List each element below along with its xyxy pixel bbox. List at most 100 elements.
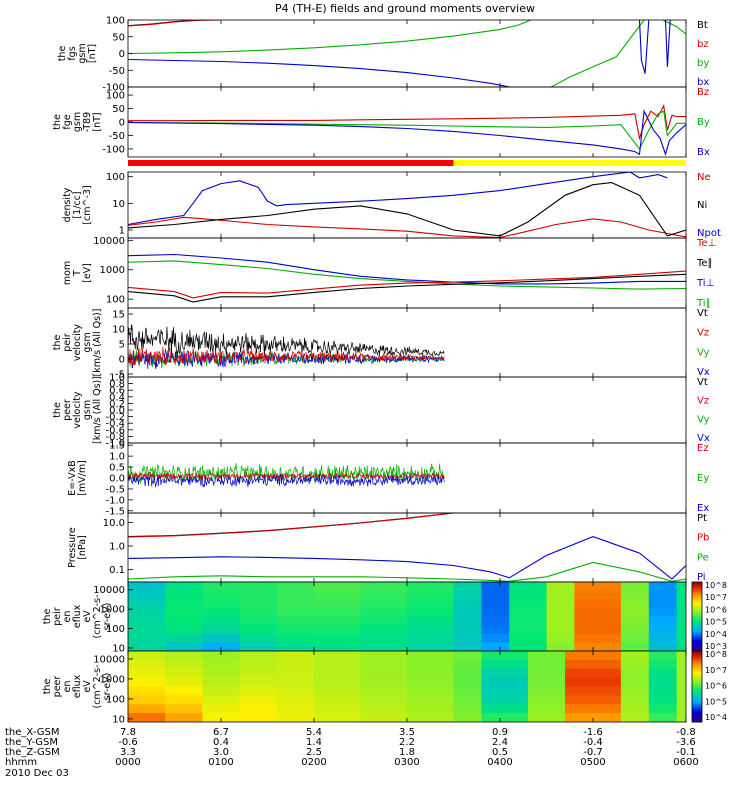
- colorbar-step: [692, 674, 702, 677]
- heatmap-cell: [648, 686, 678, 696]
- y-tick-label: 15: [112, 310, 125, 321]
- heatmap-cell: [314, 607, 362, 618]
- panel-8-frame: [127, 512, 687, 583]
- colorbar-step: [692, 684, 702, 687]
- heatmap-cell: [202, 625, 241, 635]
- heatmap-cell: [574, 590, 622, 600]
- heatmap-cell: [239, 616, 278, 626]
- legend-vy: Vy: [697, 347, 710, 358]
- colorbar-step: [692, 588, 702, 592]
- heatmap-cell: [509, 582, 548, 592]
- y-tick-label: -1.5: [105, 506, 125, 517]
- series-bx-line: [664, 20, 671, 67]
- heatmap-cell: [314, 616, 362, 626]
- legend-by: by: [697, 58, 709, 69]
- legend-vz: Vz: [697, 396, 709, 407]
- panel-6: 1.00.80.60.40.20.0-0.2-0.4-0.6-0.8-1.0 th…: [52, 373, 710, 450]
- heatmap-cell: [407, 713, 455, 722]
- heatmap-cell: [620, 625, 650, 635]
- heatmap-cell: [648, 677, 678, 688]
- colorbar-step: [692, 659, 702, 663]
- heatmap-cell: [276, 642, 315, 651]
- heatmap-cell: [453, 590, 482, 600]
- heatmap-cell: [239, 695, 278, 705]
- heatmap-cell: [546, 625, 575, 635]
- colorbar-step: [692, 642, 702, 645]
- heatmap-cell: [276, 686, 315, 696]
- panel-4-frame: [127, 237, 687, 309]
- y-tick-label: 50: [112, 32, 125, 43]
- heatmap-cell: [276, 668, 315, 679]
- heatmap-cell: [360, 677, 408, 688]
- x-axis-value: -0.8: [676, 727, 696, 738]
- heatmap-cell: [676, 668, 686, 679]
- heatmap-cell: [546, 642, 575, 651]
- heatmap-cell: [202, 607, 241, 618]
- colorbar-step: [692, 583, 702, 586]
- y-axis-label: [nT]: [92, 112, 103, 131]
- heatmap-cell: [239, 582, 278, 592]
- colorbar-step: [692, 604, 702, 607]
- panel-1: 100 50 0 -50 -100 the fgs gsm [nT] Bt bz by bx: [57, 16, 709, 94]
- heatmap-cell: [360, 616, 408, 626]
- heatmap-cell: [509, 642, 548, 651]
- colorbar-label: 10^8: [705, 650, 727, 659]
- series-pb-line: [128, 513, 454, 538]
- y-axis-label: velocity: [72, 324, 83, 362]
- heatmap-cell: [239, 704, 278, 714]
- series-ez-trace: [128, 471, 445, 481]
- y-axis-label: peer: [62, 399, 73, 421]
- heatmap-cell: [574, 582, 622, 592]
- colorbar-step: [692, 716, 702, 719]
- colorbar-step: [692, 679, 702, 682]
- heatmap-cell: [276, 713, 315, 722]
- y-axis-label: E=-VxB: [67, 460, 78, 495]
- x-axis-value: 2.4: [492, 737, 508, 748]
- colorbar-step: [692, 688, 702, 691]
- y-axis-label: the: [52, 114, 63, 130]
- colorbar-step: [692, 670, 702, 673]
- y-axis-label: [cm^-3]: [82, 185, 93, 224]
- heatmap-cell: [648, 642, 678, 651]
- colorbar-step: [692, 693, 702, 696]
- y-axis-label: [eV]: [82, 263, 93, 283]
- heatmap-cell: [481, 677, 529, 688]
- x-axis-value: -1.6: [583, 727, 603, 738]
- heatmap-cell: [165, 695, 203, 705]
- heatmap-cell: [481, 616, 510, 626]
- x-axis-value: 6.7: [213, 727, 229, 738]
- heatmap-cell: [648, 713, 678, 722]
- heatmap-cell: [648, 659, 678, 670]
- x-axis-value: -0.1: [676, 747, 696, 758]
- heatmap-cell: [314, 625, 362, 635]
- heatmap-cell: [676, 659, 686, 670]
- colorbar-step: [692, 652, 702, 656]
- heatmap-cell: [574, 616, 622, 626]
- series-npot-line: [128, 172, 668, 226]
- heatmap-cell: [527, 695, 566, 705]
- heatmap-cell: [360, 582, 408, 592]
- y-tick-label: -5: [115, 370, 125, 381]
- panel-8-data: [128, 513, 686, 582]
- series-by-line: [550, 20, 645, 87]
- panel-6-frame: [127, 376, 687, 444]
- series-pi-line: [128, 536, 686, 580]
- y-axis-label: fge: [62, 114, 73, 129]
- x-axis-value: 7.8: [120, 727, 136, 738]
- heatmap-cell: [509, 607, 548, 618]
- y-tick-label: 0.1: [109, 565, 125, 576]
- x-axis-value: 0600: [673, 757, 698, 768]
- colorbar-step: [692, 606, 702, 609]
- heatmap-cell: [453, 704, 482, 714]
- x-axis-value: -0.7: [583, 747, 603, 758]
- heatmap-cell: [676, 686, 686, 696]
- heatmap-cell: [165, 642, 203, 651]
- heatmap-cell: [314, 686, 362, 696]
- heatmap-cell: [565, 713, 622, 722]
- colorbar-step: [692, 613, 702, 616]
- heatmap-cell: [407, 659, 455, 670]
- y-tick-label: 0.8: [109, 379, 125, 390]
- heatmap-cell: [453, 607, 482, 618]
- heatmap-cell: [239, 625, 278, 635]
